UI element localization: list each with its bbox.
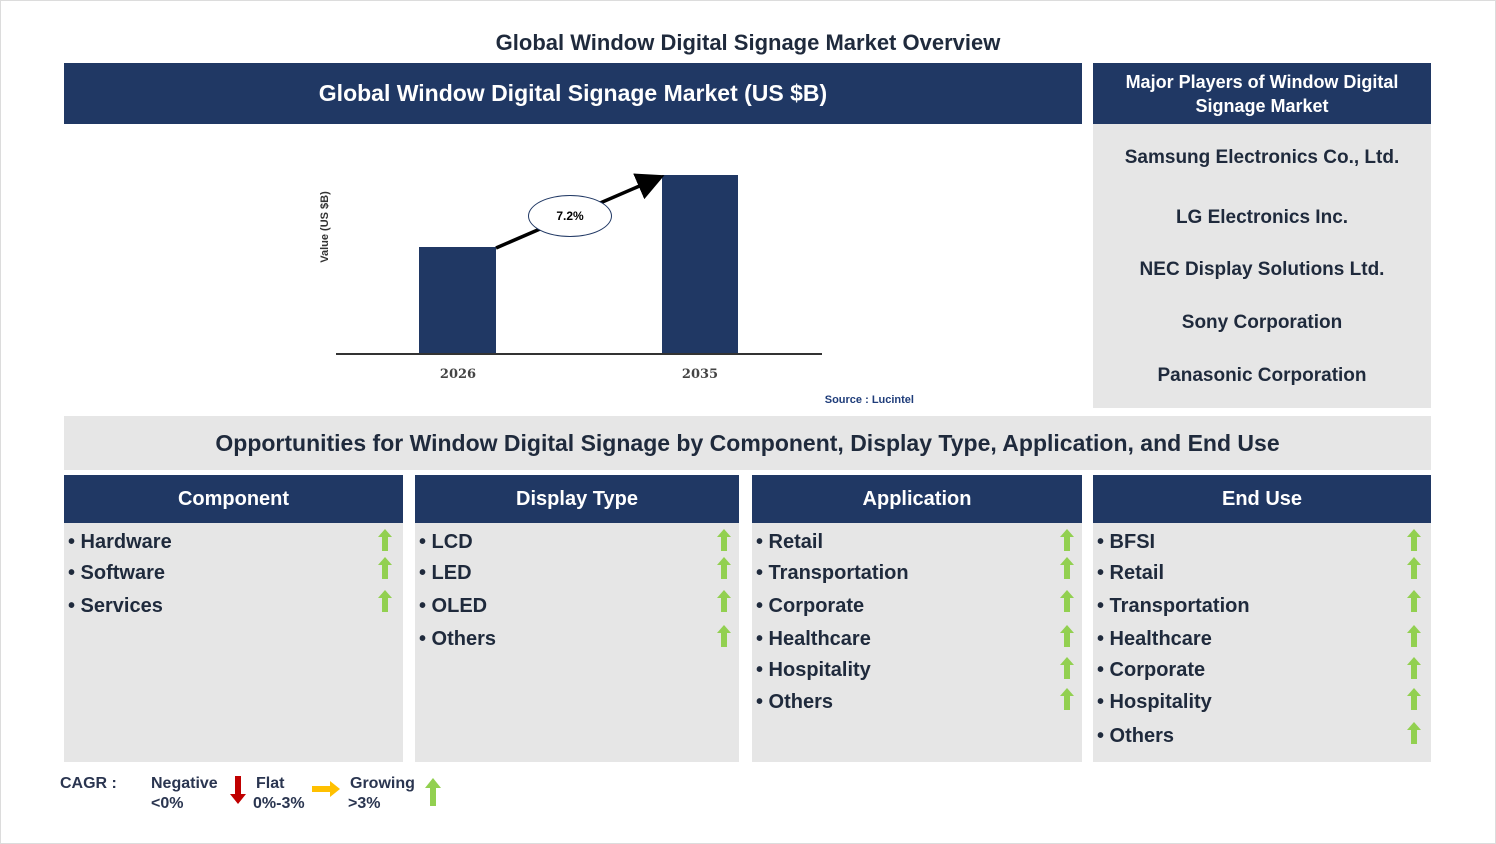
- segment-item: • OLED: [419, 595, 488, 617]
- segment-item: • Hardware: [68, 531, 172, 553]
- chart-x-tick-2035: 2035: [681, 367, 719, 382]
- growing-arrow-icon: [1407, 557, 1421, 579]
- legend-flat-name: Flat: [256, 775, 285, 792]
- up-arrow-icon: [425, 778, 441, 806]
- opportunities-banner: Opportunities for Window Digital Signage…: [64, 416, 1431, 470]
- chart-x-tick-2026: 2026: [439, 367, 477, 382]
- segment-list-component: • Hardware • Software • Services: [64, 523, 403, 762]
- segment-header-component: Component: [64, 475, 403, 523]
- growing-arrow-icon: [1060, 625, 1074, 647]
- chart-bar-2035: [662, 175, 738, 354]
- players-list: Samsung Electronics Co., Ltd. LG Electro…: [1093, 124, 1431, 408]
- segment-item: • Others: [1097, 725, 1175, 747]
- segment-item: • Transportation: [1097, 595, 1250, 617]
- segment-item: • Healthcare: [756, 628, 871, 650]
- growing-arrow-icon: [378, 557, 392, 579]
- growing-arrow-icon: [1060, 590, 1074, 612]
- segment-list-application: • Retail • Transportation • Corporate • …: [752, 523, 1082, 762]
- player-item: Samsung Electronics Co., Ltd.: [1124, 147, 1400, 168]
- source-label: Source : Lucintel: [824, 394, 914, 406]
- segment-list-display-type: • LCD • LED • OLED • Others: [415, 523, 739, 762]
- legend-negative-name: Negative: [151, 775, 218, 792]
- segment-item: • Software: [68, 562, 166, 584]
- segment-item: • Retail: [756, 531, 824, 553]
- page-title: Global Window Digital Signage Market Ove…: [495, 30, 1001, 55]
- legend-growing-name: Growing: [350, 775, 415, 792]
- chart-header: Global Window Digital Signage Market (US…: [64, 63, 1082, 124]
- growing-arrow-icon: [378, 529, 392, 551]
- legend-label: CAGR :: [60, 775, 117, 792]
- segment-header-end-use: End Use: [1093, 475, 1431, 523]
- segment-item: • Corporate: [756, 595, 865, 617]
- growing-arrow-icon: [1407, 657, 1421, 679]
- growing-arrow-icon: [378, 590, 392, 612]
- player-item: Panasonic Corporation: [1157, 365, 1367, 386]
- segment-item: • Hospitality: [756, 659, 871, 681]
- growing-arrow-icon: [1407, 590, 1421, 612]
- right-arrow-icon: [312, 781, 340, 797]
- player-item: LG Electronics Inc.: [1175, 207, 1349, 228]
- growing-arrow-icon: [1060, 557, 1074, 579]
- segment-item: • Retail: [1097, 562, 1165, 584]
- growing-arrow-icon: [717, 590, 731, 612]
- growing-arrow-icon: [1060, 688, 1074, 710]
- segment-item: • Transportation: [756, 562, 909, 584]
- segment-header-application: Application: [752, 475, 1082, 523]
- segment-item: • Others: [756, 691, 834, 713]
- chart-bar-2026: [419, 247, 496, 354]
- segment-item: • Healthcare: [1097, 628, 1212, 650]
- growing-arrow-icon: [717, 625, 731, 647]
- segment-item: • Services: [68, 595, 163, 617]
- down-arrow-icon: [230, 776, 246, 804]
- segment-list-end-use: • BFSI • Retail • Transportation • Healt…: [1093, 523, 1431, 762]
- segment-item: • LCD: [419, 531, 473, 553]
- growing-arrow-icon: [717, 529, 731, 551]
- player-item: NEC Display Solutions Ltd.: [1139, 259, 1385, 280]
- growing-arrow-icon: [1407, 625, 1421, 647]
- segment-item: • BFSI: [1097, 531, 1156, 553]
- legend-flat-range: 0%-3%: [253, 795, 305, 812]
- growing-arrow-icon: [1407, 722, 1421, 744]
- segment-item: • Corporate: [1097, 659, 1206, 681]
- growing-arrow-icon: [717, 557, 731, 579]
- segment-header-display-type: Display Type: [415, 475, 739, 523]
- growing-arrow-icon: [1060, 657, 1074, 679]
- chart-x-axis: [336, 353, 822, 355]
- legend-growing-range: >3%: [348, 795, 381, 812]
- chart-y-axis-label: Value (US $B): [319, 191, 331, 263]
- growing-arrow-icon: [1060, 529, 1074, 551]
- legend-negative-range: <0%: [151, 795, 184, 812]
- segment-item: • Others: [419, 628, 497, 650]
- player-item: Sony Corporation: [1181, 312, 1343, 333]
- growing-arrow-icon: [1407, 529, 1421, 551]
- segment-item: • Hospitality: [1097, 691, 1212, 713]
- segment-item: • LED: [419, 562, 472, 584]
- growing-arrow-icon: [1407, 688, 1421, 710]
- cagr-label: 7.2%: [528, 195, 612, 237]
- players-header: Major Players of Window Digital Signage …: [1093, 63, 1431, 124]
